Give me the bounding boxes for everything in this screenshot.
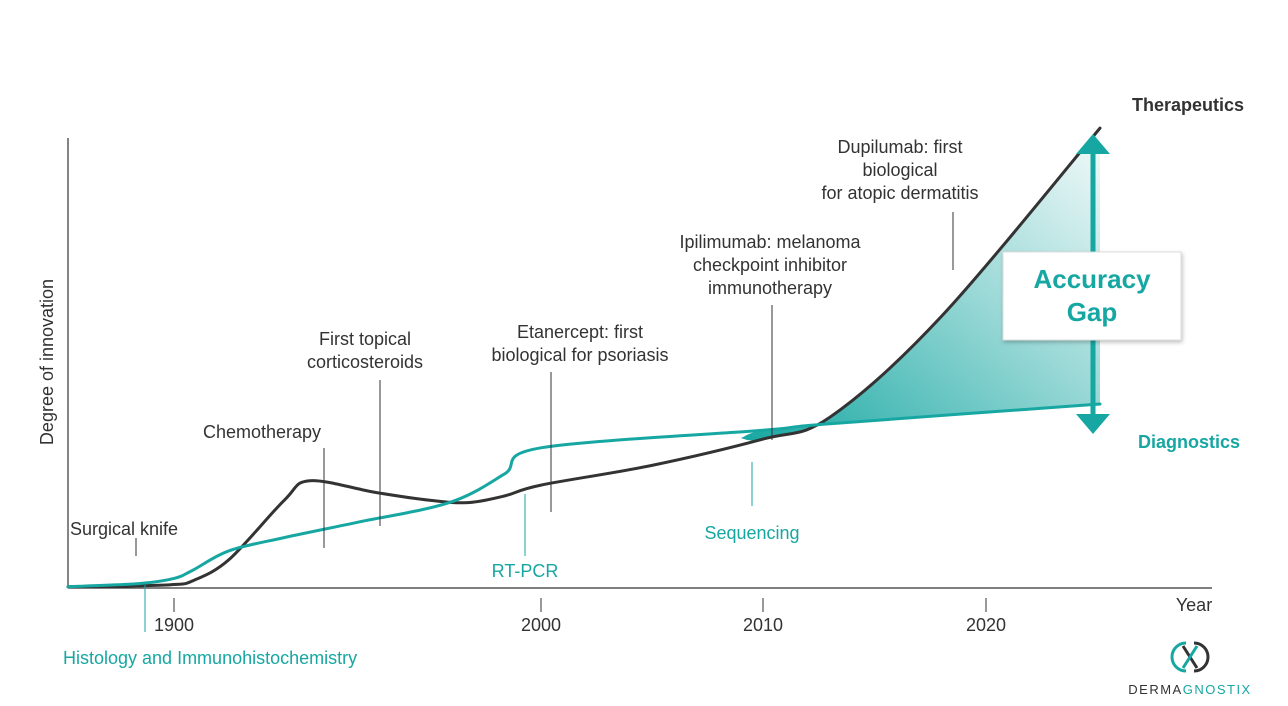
milestone-annotations: Surgical knife Chemotherapy First topical c… xyxy=(63,137,979,668)
diagnostic-milestone-label-1: RT-PCR xyxy=(492,561,559,581)
therapeutic-milestone-label-4: Ipilimumab: melanoma checkpoint inhibitor… xyxy=(679,232,861,298)
therapeutic-milestone-label-2: First topical corticosteroids xyxy=(307,329,423,372)
diagnostic-milestone-label-2: Sequencing xyxy=(704,523,799,543)
logo-wordmark: DERMAGNOSTIX xyxy=(1128,682,1251,697)
therapeutic-milestone-label-1: Chemotherapy xyxy=(203,422,321,442)
accuracy-gap-box: Accuracy Gap xyxy=(1002,251,1182,341)
accuracy-gap-area xyxy=(740,128,1100,441)
series-label-therapeutics: Therapeutics xyxy=(1132,95,1244,115)
x-tick-label-1: 2000 xyxy=(521,615,561,635)
series-label-diagnostics: Diagnostics xyxy=(1138,432,1240,452)
diagnostic-milestone-label-0: Histology and Immunohistochemistry xyxy=(63,648,357,668)
therapeutic-milestone-label-5: Dupilumab: first biological for atopic der… xyxy=(821,137,978,203)
therapeutic-milestone-label-3: Etanercept: first biological for psoriasi… xyxy=(491,322,668,365)
gap-label-line1: Accuracy xyxy=(1033,264,1151,294)
dermagnostix-logo: DERMAGNOSTIX xyxy=(1128,641,1251,697)
x-tick-label-0: 1900 xyxy=(154,615,194,635)
x-ticks: 1900 2000 2010 2020 xyxy=(154,598,1006,635)
therapeutic-milestone-label-0: Surgical knife xyxy=(70,519,178,539)
logo-mark-icon xyxy=(1170,641,1210,673)
series-line-diagnostics xyxy=(66,402,1102,589)
x-tick-label-3: 2020 xyxy=(966,615,1006,635)
gap-label-line2: Gap xyxy=(1067,297,1118,327)
arrow-down-icon xyxy=(1076,414,1110,434)
arrow-up-icon xyxy=(1076,134,1110,154)
x-tick-label-2: 2010 xyxy=(743,615,783,635)
x-axis-title: Year xyxy=(1176,595,1212,615)
series-lines xyxy=(66,126,1102,589)
series-line-therapeutics xyxy=(66,126,1102,589)
y-axis-title: Degree of innovation xyxy=(37,279,57,445)
